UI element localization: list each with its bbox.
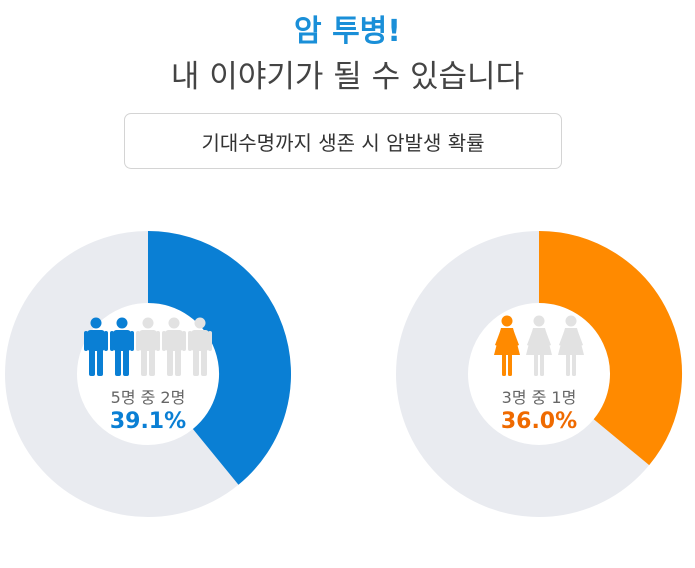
male-donut-svg: [5, 231, 291, 517]
male-person-icon: [162, 317, 186, 376]
female-donut-chart: 3명 중 1명 36.0%: [394, 229, 684, 519]
male-donut-slice: [146, 231, 291, 485]
female-donut-svg: [396, 231, 682, 517]
chart-label-box: 기대수명까지 생존 시 암발생 확률: [124, 113, 562, 169]
chart-label: 기대수명까지 생존 시 암발생 확률: [201, 130, 485, 155]
page-title: 암 투병!: [294, 14, 401, 49]
male-person-icon: [136, 317, 160, 376]
female-person-icon: [526, 315, 552, 376]
female-donut-center: 3명 중 1명 36.0%: [394, 229, 684, 519]
male-people-icons: [3, 313, 293, 377]
male-percent-label: 39.1%: [109, 409, 187, 434]
page-subtitle: 내 이야기가 될 수 있습니다: [170, 59, 525, 95]
female-person-icon: [558, 315, 584, 376]
male-ratio-label: 5명 중 2명: [110, 388, 186, 407]
male-person-icon: [188, 317, 212, 376]
male-donut-chart: 5명 중 2명 39.1%: [3, 229, 293, 519]
male-person-icon: [84, 317, 108, 376]
female-person-icon: [494, 315, 520, 376]
female-ratio-label: 3명 중 1명: [501, 388, 577, 407]
female-donut-slice: [537, 231, 682, 466]
female-percent-label: 36.0%: [500, 409, 578, 434]
male-person-icon: [110, 317, 134, 376]
male-donut-center: 5명 중 2명 39.1%: [3, 229, 293, 519]
female-people-icons: [394, 313, 684, 377]
